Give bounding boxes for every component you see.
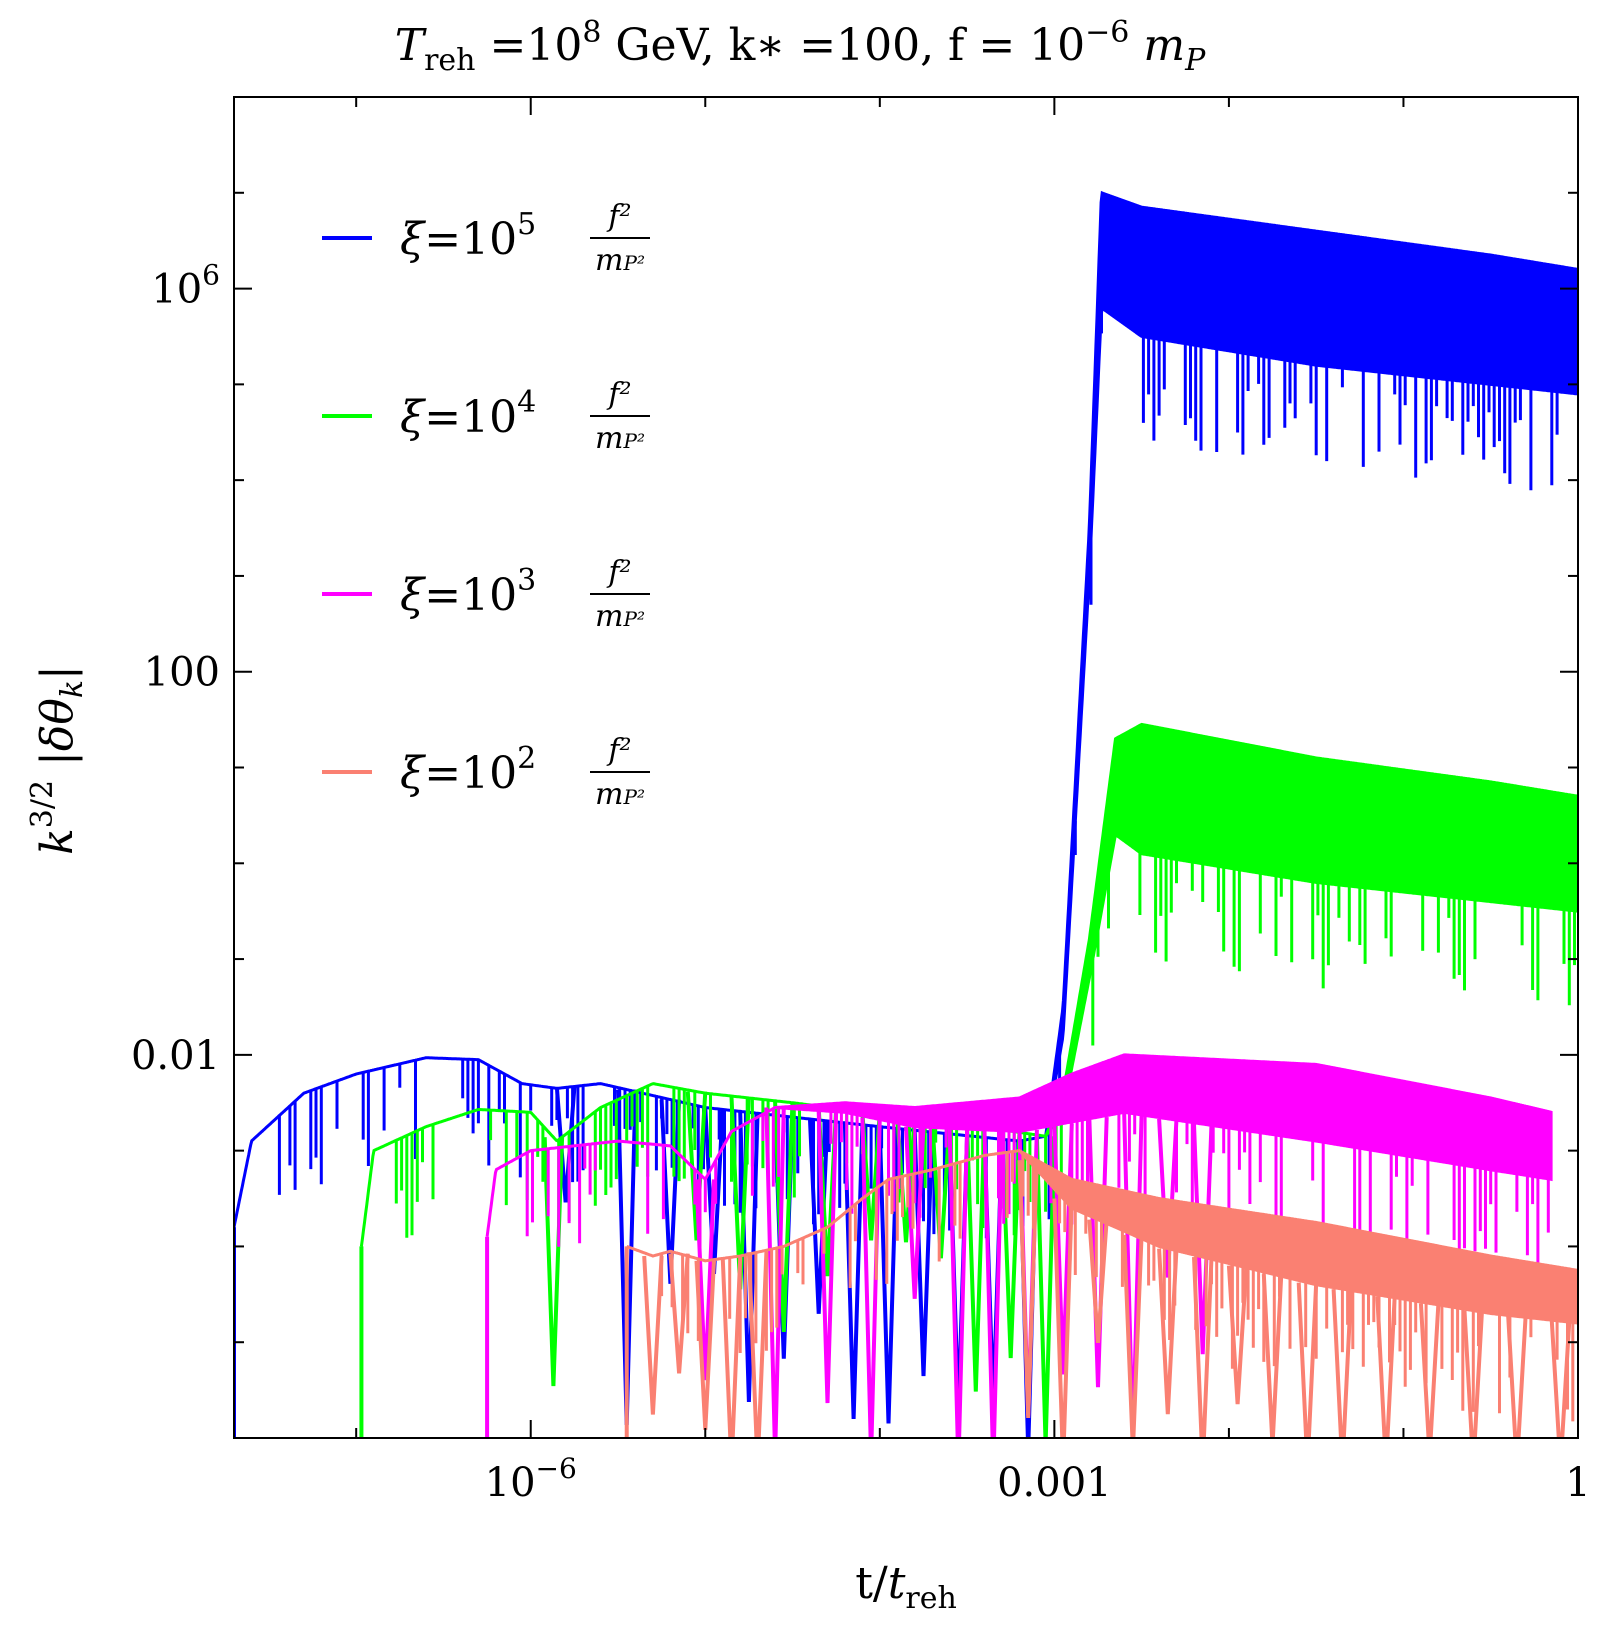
series-dip (720, 1257, 743, 1438)
series-dip (1034, 1136, 1057, 1438)
series-band-0 (234, 190, 1578, 1228)
series-dip (1017, 1160, 1039, 1418)
x-tick-label: 1 (1565, 1460, 1590, 1506)
x-tick-label: 0.001 (997, 1460, 1112, 1506)
legend-fraction-denominator: mP² (595, 599, 645, 634)
y-axis-label: k3/2 |δθk| (25, 665, 90, 855)
series-dip (877, 1127, 900, 1424)
series-3 (624, 1148, 1578, 1438)
legend-item: ξ=102 f² mP² (322, 733, 650, 812)
series-dip (947, 1128, 970, 1438)
legend-item: ξ=103 f² mP² (322, 555, 650, 634)
series-dip (842, 1123, 865, 1419)
legend-label: ξ=102 (400, 741, 536, 799)
series-dip (642, 1255, 664, 1415)
series-dip (1462, 1310, 1484, 1438)
legend-fraction-denominator: mP² (595, 777, 645, 812)
y-tick-label: 100 (144, 650, 220, 696)
legend-fraction-numerator: f² (606, 377, 631, 412)
legend-fraction-numerator: f² (606, 733, 631, 768)
legend-fraction-denominator: mP² (595, 243, 645, 278)
series-layer (234, 190, 1578, 1438)
series-dip (1052, 1198, 1074, 1438)
series-dip (1375, 1296, 1397, 1438)
chart-title: Treh =108 GeV, k∗ =100, f = 10−6 mP (395, 15, 1206, 78)
series-dip (1296, 1282, 1319, 1438)
legend: ξ=105 f² mP² ξ=104 f² mP² ξ=103 f² mP² ξ=102 f² mP² (322, 199, 650, 812)
legend-label: ξ=105 (400, 207, 536, 265)
series-dip (1331, 1289, 1354, 1438)
series-dip (1192, 1124, 1214, 1355)
series-dip (816, 1111, 839, 1404)
x-tick-label: 10−6 (485, 1452, 577, 1506)
series-dip (1122, 1234, 1144, 1438)
legend-item: ξ=105 f² mP² (322, 199, 650, 278)
series-dip (982, 1130, 1004, 1438)
x-axis-label: t/treh (855, 1558, 957, 1616)
series-dip (773, 1101, 795, 1332)
legend-fraction-numerator: f² (606, 555, 631, 590)
series-dip (764, 1107, 786, 1438)
series-2 (485, 1053, 1553, 1438)
series-dip (746, 1252, 769, 1438)
series-dip (1261, 1273, 1284, 1438)
series-dip (685, 1091, 708, 1241)
series-dip (1418, 1303, 1441, 1438)
legend-label: ξ=103 (400, 563, 536, 621)
tick-layer: 10−6 0.001 1 106 100 0.01 (131, 96, 1591, 1506)
y-tick-label: 0.01 (131, 1033, 220, 1079)
series-dip (1157, 1118, 1179, 1278)
y-tick-label: 106 (151, 259, 220, 313)
legend-fraction-numerator: f² (606, 199, 631, 234)
series-dip (1087, 1219, 1109, 1344)
legend-fraction-denominator: mP² (595, 421, 645, 456)
legend-label: ξ=104 (400, 385, 536, 443)
legend-item: ξ=104 f² mP² (322, 377, 650, 456)
